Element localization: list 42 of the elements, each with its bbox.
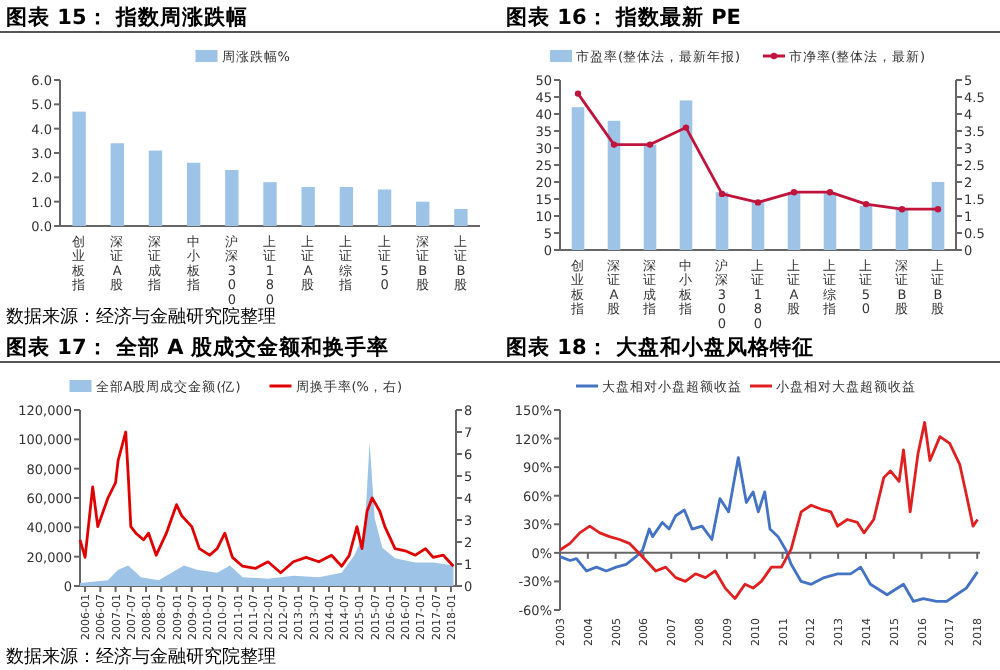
bar: [263, 182, 277, 226]
bar: [72, 111, 86, 226]
bar: [895, 209, 909, 250]
point: [898, 206, 906, 213]
line-series: [558, 420, 979, 600]
bar: [571, 107, 585, 250]
bar: [454, 208, 468, 226]
bar: [416, 201, 430, 226]
point: [574, 90, 582, 97]
bar: [679, 100, 693, 250]
source-note: 数据来源：经济与金融研究院整理: [6, 306, 276, 328]
bar: [931, 182, 945, 250]
point: [682, 124, 690, 131]
bar: [751, 202, 765, 250]
point: [754, 199, 762, 206]
point: [610, 141, 618, 148]
chart-title: 图表 17： 全部 A 股成交金额和换手率: [6, 334, 389, 360]
source-note: 数据来源：经济与金融研究院整理: [6, 646, 276, 668]
point: [862, 200, 870, 208]
bar: [607, 120, 621, 250]
bar: [148, 150, 163, 226]
bar: [339, 187, 354, 226]
bar: [186, 162, 201, 226]
point: [934, 206, 942, 213]
point: [790, 189, 798, 196]
line-series: [78, 430, 455, 575]
bar: [787, 192, 801, 250]
bar: [110, 143, 124, 226]
line-series: [558, 456, 979, 603]
bar: [715, 192, 729, 250]
chart-title: 图表 15： 指数周涨跌幅: [6, 4, 248, 30]
bar: [643, 144, 657, 250]
bar: [225, 170, 239, 226]
chart-title: 图表 16： 指数最新 PE: [506, 4, 741, 30]
point: [646, 141, 654, 148]
bar: [301, 187, 315, 226]
chart-title: 图表 18： 大盘和小盘风格特征: [506, 334, 814, 360]
bar: [859, 205, 873, 250]
bar: [823, 192, 837, 250]
point: [718, 190, 726, 198]
bar: [377, 189, 392, 226]
point: [826, 189, 834, 196]
